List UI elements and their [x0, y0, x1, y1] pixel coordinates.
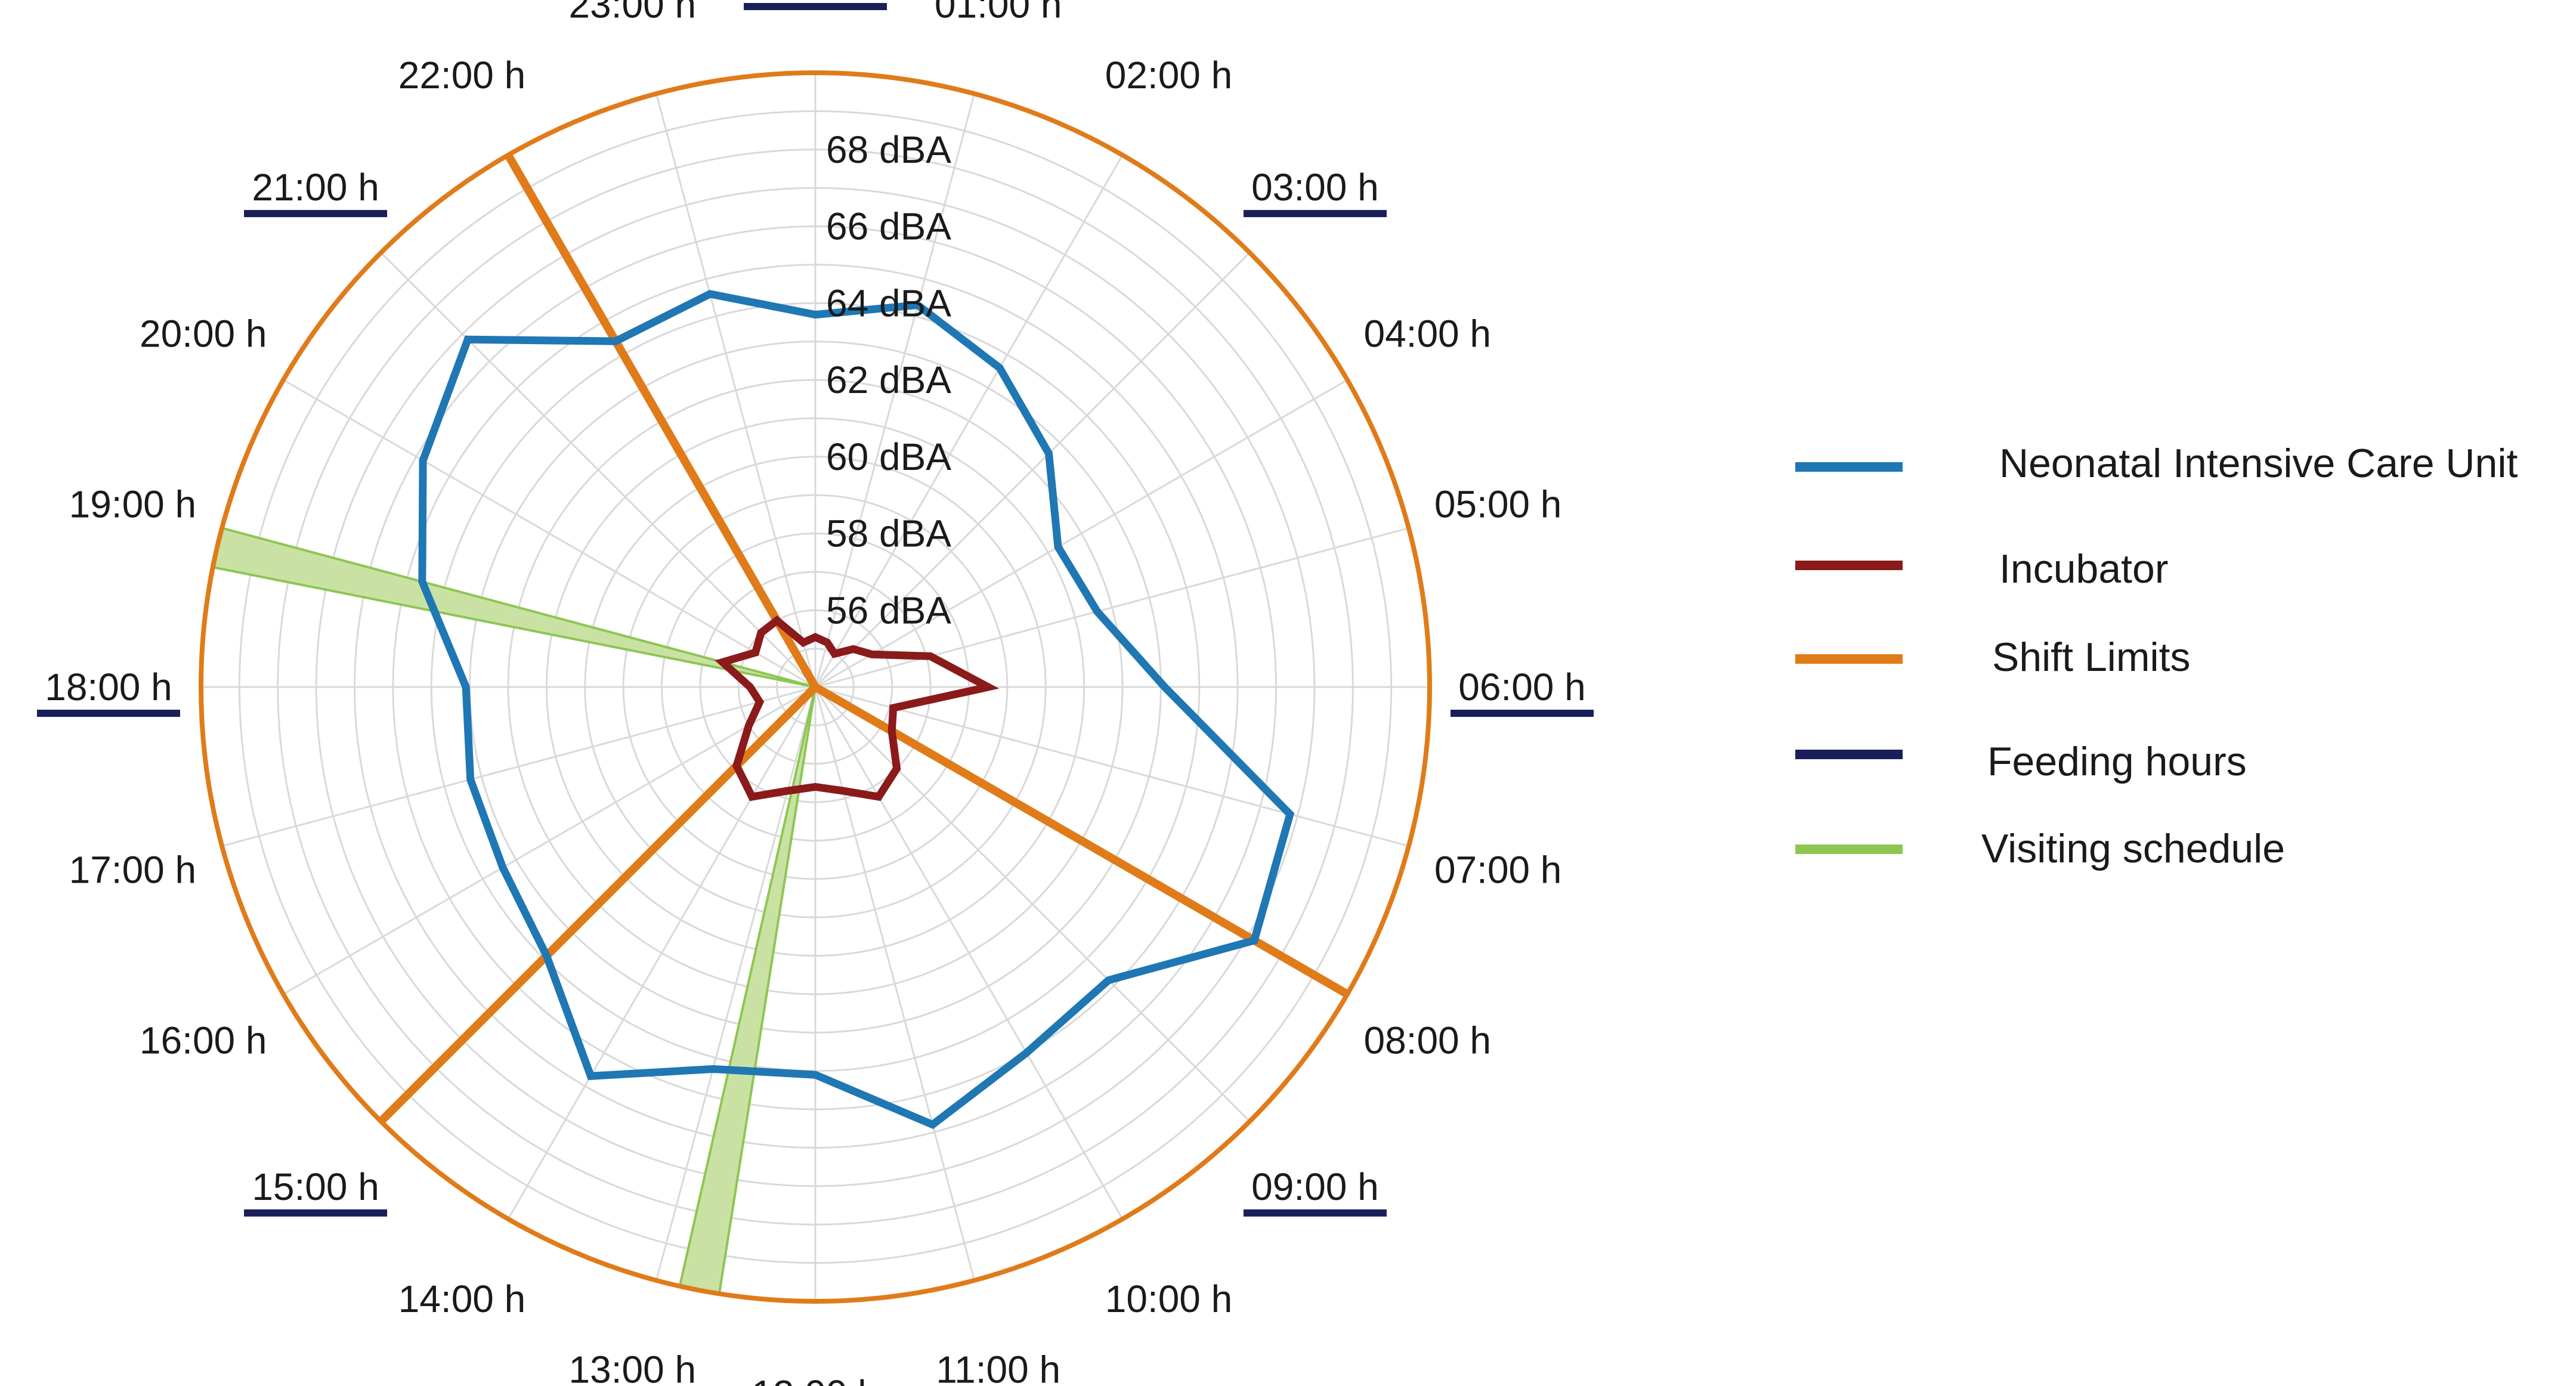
grid-spoke — [221, 686, 816, 847]
legend: Neonatal Intensive Care Unit Incubator S… — [1795, 441, 2518, 871]
grid-spoke — [655, 686, 817, 1281]
grid-spoke — [283, 379, 816, 688]
hour-label: 08:00 h — [1363, 1019, 1491, 1062]
hour-label: 15:00 h — [252, 1165, 379, 1208]
grid-spoke — [815, 527, 1409, 688]
grid-spoke — [814, 252, 1251, 688]
outer-ring — [199, 70, 1432, 1304]
hour-label: 17:00 h — [69, 849, 197, 892]
legend-item-nicu: Neonatal Intensive Care Unit — [1795, 441, 2518, 486]
radial-tick-label: 68 dBA — [826, 128, 951, 171]
series-line-incubator — [715, 615, 1000, 802]
grid-spoke — [507, 686, 817, 1220]
radial-tick-label: 64 dBA — [826, 281, 951, 324]
hour-label: 16:00 h — [140, 1019, 267, 1062]
grid-spoke — [814, 686, 1124, 1220]
shift-limit-line — [378, 684, 818, 1125]
hour-label: 05:00 h — [1434, 482, 1562, 525]
hour-labels: 00:00 h 01:00 h 02:00 h 03:00 h 04:00 h 05:00… — [37, 0, 1594, 1386]
legend-item-incubator: Incubator — [1795, 546, 2169, 592]
radial-tick-label: 66 dBA — [826, 205, 951, 248]
shift-limit-lines — [378, 153, 1350, 1125]
grid-spoke — [655, 93, 817, 688]
shift-limit-line — [504, 153, 820, 689]
hour-label: 10:00 h — [1105, 1277, 1233, 1320]
grid-spoke — [814, 686, 976, 1281]
legend-item-feeding-hours: Feeding hours — [1795, 739, 2247, 784]
hour-label: 14:00 h — [398, 1277, 526, 1320]
grid-spoke — [380, 252, 817, 688]
legend-label-incubator: Incubator — [1999, 546, 2169, 592]
radial-tick-label: 58 dBA — [826, 512, 951, 555]
legend-label-feeding-hours: Feeding hours — [1987, 739, 2247, 784]
hour-label: 02:00 h — [1105, 54, 1233, 97]
hour-label: 00:00 h — [752, 0, 879, 2]
hour-label: 19:00 h — [69, 482, 197, 525]
legend-label-visiting-schedule: Visiting schedule — [1981, 826, 2285, 871]
hour-label: 20:00 h — [140, 313, 267, 355]
grid-spoke — [814, 93, 976, 688]
hour-label: 06:00 h — [1458, 666, 1586, 709]
radial-tick-label: 60 dBA — [826, 435, 951, 478]
hour-label: 18:00 h — [45, 666, 172, 709]
hour-label: 09:00 h — [1251, 1165, 1379, 1208]
hour-label: 04:00 h — [1363, 313, 1491, 355]
grid-spoke — [815, 379, 1348, 688]
hour-label: 23:00 h — [569, 0, 697, 26]
legend-item-shift-limits: Shift Limits — [1795, 635, 2191, 680]
hour-label: 03:00 h — [1251, 166, 1379, 209]
hour-label: 22:00 h — [398, 54, 526, 97]
legend-item-visiting-schedule: Visiting schedule — [1795, 826, 2285, 871]
grid-spoke — [814, 154, 1124, 688]
hour-label: 12:00 h — [752, 1372, 879, 1386]
series-line-nicu — [418, 290, 1295, 1130]
hour-label: 21:00 h — [252, 166, 379, 209]
radial-tick-label: 56 dBA — [826, 589, 951, 632]
data-series — [418, 290, 1295, 1130]
legend-label-nicu: Neonatal Intensive Care Unit — [1999, 441, 2518, 486]
hour-label: 13:00 h — [569, 1348, 697, 1386]
hour-label: 01:00 h — [935, 0, 1062, 26]
legend-label-shift-limits: Shift Limits — [1992, 635, 2191, 680]
grid-spoke — [815, 686, 1409, 847]
outer-ring-circle — [199, 70, 1432, 1304]
hour-label: 07:00 h — [1434, 849, 1562, 892]
shift-limit-line — [813, 683, 1350, 998]
hour-label: 11:00 h — [936, 1348, 1060, 1386]
radial-tick-labels: 56 dBA 58 dBA 60 dBA 62 dBA 64 dBA 66 dBA 68 d… — [826, 128, 951, 632]
visiting-schedule-wedge — [678, 686, 817, 1295]
radial-tick-label: 62 dBA — [826, 358, 951, 401]
grid-spoke — [283, 686, 816, 995]
grid-spoke — [814, 686, 1251, 1122]
